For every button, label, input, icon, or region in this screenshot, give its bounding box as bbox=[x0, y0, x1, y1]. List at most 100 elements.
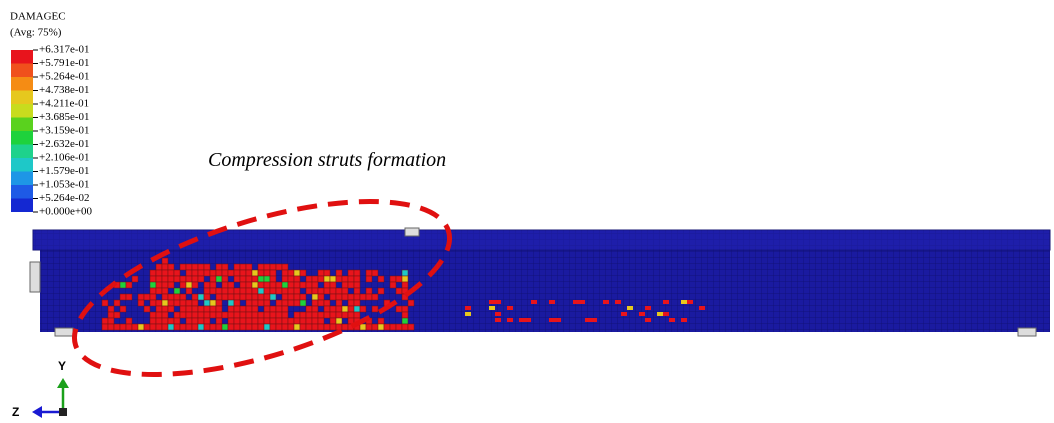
damaged-element bbox=[186, 312, 192, 318]
damaged-element bbox=[318, 318, 324, 324]
damaged-element bbox=[150, 288, 156, 294]
damaged-element bbox=[603, 300, 609, 304]
damaged-element bbox=[228, 306, 234, 312]
damaged-element bbox=[663, 312, 669, 316]
damaged-element bbox=[204, 270, 210, 276]
damaged-element bbox=[300, 270, 306, 276]
axis-triad: Y Z bbox=[12, 359, 69, 419]
damaged-element bbox=[336, 312, 342, 318]
damaged-element bbox=[240, 312, 246, 318]
damaged-element bbox=[336, 294, 342, 300]
damaged-element bbox=[288, 276, 294, 282]
legend-swatch bbox=[11, 145, 33, 159]
damaged-element bbox=[408, 300, 414, 306]
damaged-element bbox=[306, 282, 312, 288]
damaged-element bbox=[222, 324, 228, 330]
damaged-element bbox=[264, 312, 270, 318]
damaged-element bbox=[192, 264, 198, 270]
damaged-element bbox=[276, 300, 282, 306]
damaged-element bbox=[126, 294, 132, 300]
damaged-element bbox=[282, 276, 288, 282]
damaged-element bbox=[252, 282, 258, 288]
damaged-element bbox=[144, 294, 150, 300]
damaged-element bbox=[312, 312, 318, 318]
damaged-element bbox=[264, 276, 270, 282]
damaged-element bbox=[360, 306, 366, 312]
damaged-element bbox=[234, 270, 240, 276]
damaged-element bbox=[549, 300, 555, 304]
damaged-element bbox=[138, 300, 144, 306]
damaged-element bbox=[573, 300, 579, 304]
legend-label: +6.317e-01 bbox=[39, 44, 90, 56]
damaged-element bbox=[276, 282, 282, 288]
damaged-element bbox=[186, 306, 192, 312]
damaged-element bbox=[234, 288, 240, 294]
damaged-element bbox=[330, 312, 336, 318]
damaged-element bbox=[390, 324, 396, 330]
damaged-element bbox=[150, 318, 156, 324]
damaged-element bbox=[288, 282, 294, 288]
damaged-element bbox=[306, 312, 312, 318]
damaged-element bbox=[168, 282, 174, 288]
damaged-element bbox=[699, 306, 705, 310]
damaged-element bbox=[180, 294, 186, 300]
damaged-element bbox=[669, 318, 675, 322]
damaged-element bbox=[150, 282, 156, 288]
damaged-element bbox=[657, 312, 663, 316]
damaged-element bbox=[300, 312, 306, 318]
damaged-element bbox=[312, 306, 318, 312]
damaged-element bbox=[168, 276, 174, 282]
damaged-element bbox=[252, 276, 258, 282]
damaged-element bbox=[300, 294, 306, 300]
damaged-element bbox=[210, 300, 216, 306]
damaged-element bbox=[366, 288, 372, 294]
damaged-element bbox=[384, 324, 390, 330]
damaged-element bbox=[354, 306, 360, 312]
damaged-element bbox=[270, 294, 276, 300]
damaged-element bbox=[102, 324, 108, 330]
damaged-element bbox=[222, 294, 228, 300]
damaged-element bbox=[186, 300, 192, 306]
damaged-element bbox=[312, 318, 318, 324]
damaged-element bbox=[186, 324, 192, 330]
damaged-element bbox=[270, 264, 276, 270]
damaged-element bbox=[216, 306, 222, 312]
damaged-element bbox=[108, 318, 114, 324]
damaged-element bbox=[621, 312, 627, 316]
damaged-element bbox=[294, 282, 300, 288]
damaged-element bbox=[156, 288, 162, 294]
damaged-element bbox=[210, 276, 216, 282]
legend-label: +5.791e-01 bbox=[39, 57, 90, 69]
damaged-element bbox=[288, 270, 294, 276]
damaged-element bbox=[258, 288, 264, 294]
damaged-element bbox=[288, 318, 294, 324]
damaged-element bbox=[192, 312, 198, 318]
damaged-element bbox=[402, 306, 408, 312]
damaged-element bbox=[192, 306, 198, 312]
damaged-element bbox=[216, 300, 222, 306]
damaged-element bbox=[174, 270, 180, 276]
damaged-element bbox=[222, 276, 228, 282]
damaged-element bbox=[246, 324, 252, 330]
damaged-element bbox=[246, 306, 252, 312]
damaged-element bbox=[186, 264, 192, 270]
damaged-element bbox=[198, 276, 204, 282]
damaged-element bbox=[348, 276, 354, 282]
damaged-element bbox=[306, 288, 312, 294]
damaged-element bbox=[312, 324, 318, 330]
damaged-element bbox=[330, 282, 336, 288]
damaged-element bbox=[585, 318, 591, 322]
damaged-element bbox=[300, 318, 306, 324]
damaged-element bbox=[234, 312, 240, 318]
damaged-element bbox=[495, 318, 501, 322]
damaged-element bbox=[210, 312, 216, 318]
damaged-element bbox=[222, 264, 228, 270]
damaged-element bbox=[312, 282, 318, 288]
damaged-element bbox=[258, 318, 264, 324]
damaged-element bbox=[192, 270, 198, 276]
damaged-element bbox=[204, 324, 210, 330]
damaged-element bbox=[234, 324, 240, 330]
legend-label: +2.106e-01 bbox=[39, 152, 90, 164]
damaged-element bbox=[639, 312, 645, 316]
damaged-element bbox=[258, 300, 264, 306]
